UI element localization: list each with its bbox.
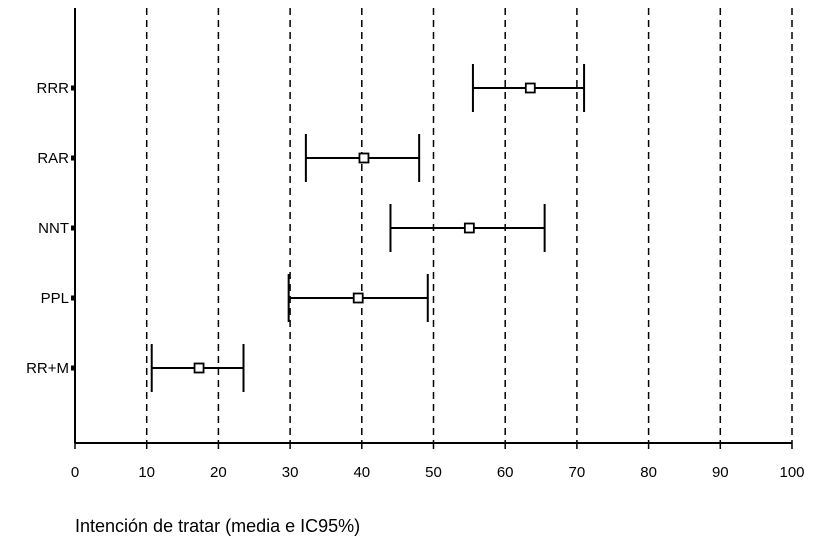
- y-tick-PPL: [71, 295, 76, 301]
- mean-marker-PPL: [352, 292, 364, 304]
- x-tick-label-100: 100: [779, 464, 804, 481]
- x-tick-label-50: 50: [425, 464, 442, 481]
- confidence-intervals: [150, 64, 586, 392]
- mean-marker-RAR: [358, 152, 370, 164]
- x-tick-label-20: 20: [210, 464, 227, 481]
- category-label-RR+M: RR+M: [26, 360, 69, 377]
- ci-PPL: [287, 274, 429, 322]
- x-tick-label-0: 0: [71, 464, 79, 481]
- category-label-PPL: PPL: [41, 290, 69, 307]
- x-tick-label-30: 30: [282, 464, 299, 481]
- mean-marker-NNT: [463, 222, 475, 234]
- x-axis-label: Intención de tratar (media e IC95%): [75, 516, 360, 536]
- category-labels: RRR RAR NNT PPL RR+M: [26, 80, 69, 377]
- x-tick-label-80: 80: [640, 464, 657, 481]
- x-tick-label-90: 90: [712, 464, 729, 481]
- category-label-RAR: RAR: [37, 150, 69, 167]
- ci-NNT: [389, 204, 546, 252]
- mean-marker-RRR: [524, 82, 536, 94]
- y-tick-RAR: [71, 155, 76, 161]
- y-tick-RR+M: [71, 365, 76, 371]
- x-tick-label-70: 70: [569, 464, 586, 481]
- x-tick-label-60: 60: [497, 464, 514, 481]
- axes: [71, 8, 793, 449]
- x-tick-label-10: 10: [138, 464, 155, 481]
- y-tick-NNT: [71, 225, 76, 231]
- x-tick-label-40: 40: [353, 464, 370, 481]
- category-label-RRR: RRR: [37, 80, 70, 97]
- x-tick-labels: 0 10 20 30 40 50 60 70 80 90 100: [71, 464, 805, 481]
- mean-marker-RR+M: [193, 362, 205, 374]
- category-label-NNT: NNT: [38, 220, 69, 237]
- ci-RR+M: [150, 344, 245, 392]
- ci-RRR: [471, 64, 586, 112]
- ci-RAR: [304, 134, 421, 182]
- grid-lines: [145, 8, 793, 443]
- y-tick-RRR: [71, 85, 76, 91]
